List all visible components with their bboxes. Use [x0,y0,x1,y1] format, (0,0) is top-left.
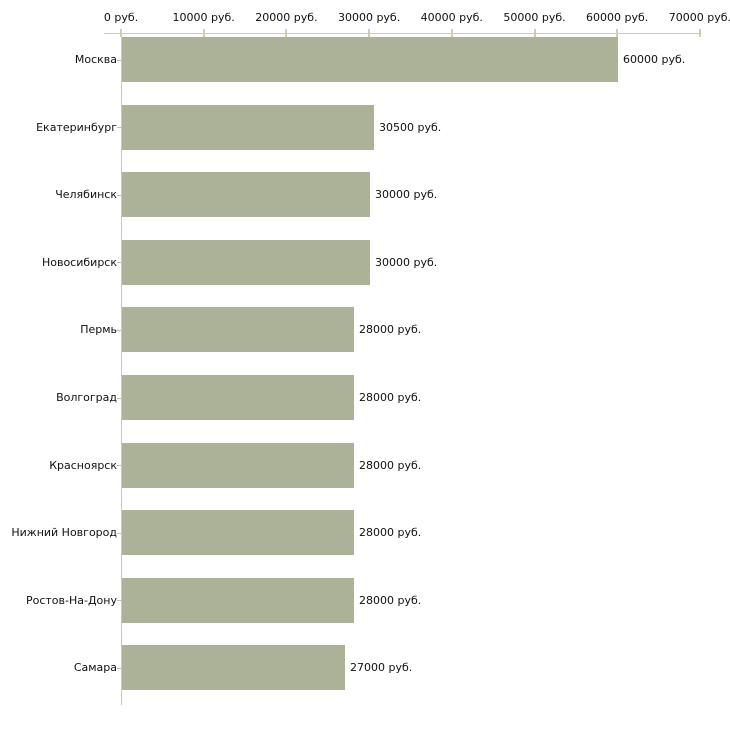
category-label: Красноярск [49,458,117,472]
bar [122,172,370,218]
x-axis-tick-label: 30000 руб. [337,11,401,24]
bar-value-label: 28000 руб. [359,323,422,337]
bar-value-label: 30000 руб. [375,188,438,202]
bar [122,37,618,82]
bar [122,375,354,420]
bar [122,442,354,488]
bar [122,104,374,150]
category-tick [117,127,121,128]
category-tick [117,398,121,399]
category-tick [117,262,121,263]
x-axis-tick-label: 40000 руб. [420,11,483,24]
category-tick [117,330,121,331]
x-axis-tick-label: 70000 руб. [668,11,730,24]
category-tick [117,600,121,601]
x-axis-tick [698,29,701,37]
category-tick [117,668,121,669]
category-label: Волгоград [56,391,117,404]
bar-value-label: 28000 руб. [359,526,422,540]
x-axis-tick [120,29,122,37]
bar-value-label: 30500 руб. [379,120,442,134]
x-axis-tick [533,29,536,37]
bar-value-label: 28000 руб. [359,593,422,607]
category-tick [117,533,121,534]
category-label: Москва [74,53,117,66]
bar-value-label: 28000 руб. [359,458,422,472]
bar [122,307,354,353]
x-axis-tick [285,29,288,37]
category-label: Нижний Новгород [11,526,117,540]
category-label: Челябинск [55,188,117,202]
bar [122,510,354,556]
bar-value-label: 60000 руб. [623,53,686,66]
x-axis-tick [616,29,619,37]
bar [122,645,345,691]
category-tick [117,195,121,196]
x-axis-tick-label: 10000 руб. [172,11,235,24]
bar-value-label: 30000 руб. [375,255,438,269]
bar-value-label: 28000 руб. [359,391,422,404]
x-axis-tick-label: 0 руб. [103,11,139,24]
x-axis-tick-label: 60000 руб. [586,11,649,24]
x-axis-line [104,33,701,34]
x-axis-tick [202,29,205,37]
x-axis-tick [450,29,453,37]
bar [122,239,370,285]
x-axis-tick-label: 50000 руб. [503,11,566,24]
bar-value-label: 27000 руб. [350,661,413,675]
category-label: Ростов-На-Дону [25,593,117,607]
category-label: Новосибирск [41,255,117,269]
x-axis-tick-label: 20000 руб. [255,11,318,24]
category-tick [117,60,121,61]
category-tick [117,465,121,466]
category-label: Екатеринбург [36,120,117,134]
x-axis-tick [368,29,371,37]
category-label: Самара [73,661,117,675]
bar [122,577,354,623]
category-label: Пермь [80,323,117,337]
y-axis-line [121,33,122,705]
